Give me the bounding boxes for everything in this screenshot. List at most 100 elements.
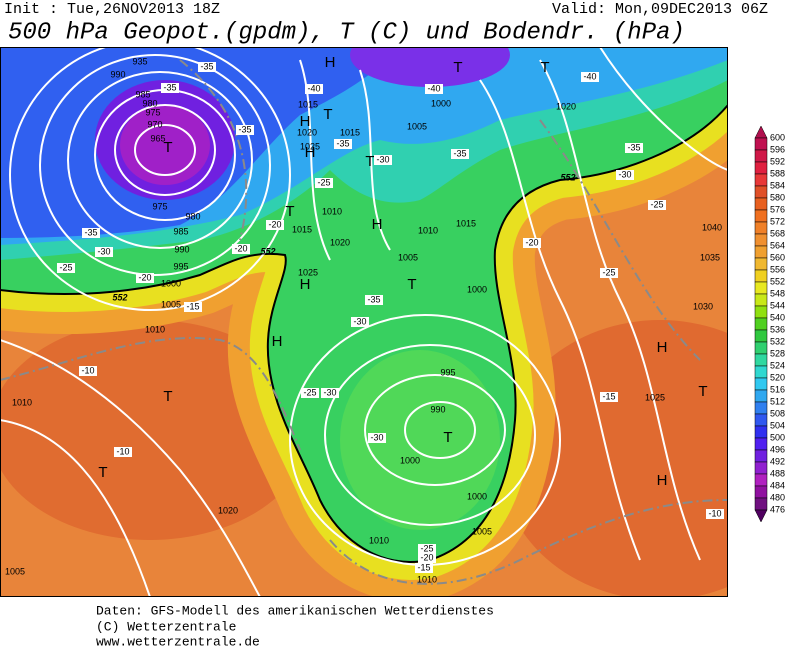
legend-cell xyxy=(754,425,768,439)
isobar-label: 1020 xyxy=(218,505,238,515)
isotherm-label: -35 xyxy=(627,142,640,152)
legend-label: 536 xyxy=(770,324,785,334)
isobar-label: 1025 xyxy=(645,392,665,402)
legend-label: 488 xyxy=(770,468,785,478)
legend-label: 532 xyxy=(770,336,785,346)
isobar-label: 1035 xyxy=(700,252,720,262)
pressure-center: H xyxy=(305,144,316,161)
isobar-label: 1000 xyxy=(400,455,420,465)
isotherm-label: -35 xyxy=(84,227,97,237)
isobar-label: 990 xyxy=(110,69,125,79)
pressure-center: T xyxy=(407,276,416,293)
isotherm-label: -30 xyxy=(353,316,366,326)
isotherm-label-box xyxy=(184,302,202,312)
isobar-label: 990 xyxy=(430,404,445,414)
legend-cell xyxy=(754,269,768,283)
legend-cell xyxy=(754,197,768,211)
legend-cell xyxy=(754,149,768,163)
legend-cell xyxy=(754,413,768,427)
footer-line: (C) Wetterzentrale xyxy=(96,619,236,634)
legend-label: 588 xyxy=(770,168,785,178)
purple-core xyxy=(120,105,210,185)
contour-label: 552 xyxy=(560,172,575,182)
isotherm-label: -25 xyxy=(420,543,433,553)
legend-cell xyxy=(754,497,768,511)
isotherm-label-box xyxy=(351,317,369,327)
isobar-label: 1020 xyxy=(556,101,576,111)
isotherm-label-box xyxy=(114,447,132,457)
pressure-center: T xyxy=(98,464,107,481)
legend-cell xyxy=(754,389,768,403)
legend-cell xyxy=(754,353,768,367)
legend-label: 596 xyxy=(770,144,785,154)
legend-label: 480 xyxy=(770,492,785,502)
isotherm-label-box xyxy=(600,268,618,278)
legend-label: 492 xyxy=(770,456,785,466)
legend-label: 516 xyxy=(770,384,785,394)
map-frame xyxy=(0,47,728,597)
legend-cell xyxy=(754,365,768,379)
legend-label: 572 xyxy=(770,216,785,226)
isotherm-label: -25 xyxy=(650,199,663,209)
legend-label: 524 xyxy=(770,360,785,370)
pressure-center: T xyxy=(453,59,462,76)
legend-cell xyxy=(754,233,768,247)
isotherm-label: -30 xyxy=(376,154,389,164)
isobar-label: 1000 xyxy=(467,284,487,294)
isobar-label: 1000 xyxy=(467,491,487,501)
isobar-label: 1020 xyxy=(297,127,317,137)
pressure-center: H xyxy=(300,113,311,130)
isotherm-label: -20 xyxy=(234,243,247,253)
isotherm-label: -25 xyxy=(59,262,72,272)
legend-cap xyxy=(754,125,768,139)
isobar-label: 1005 xyxy=(407,121,427,131)
isotherm-label-box xyxy=(706,509,724,519)
isotherm-label-box xyxy=(315,178,333,188)
color-legend: 600 596 592 588 584 580 576 572 568 564 560 556 552 5… xyxy=(754,125,785,523)
legend-label: 476 xyxy=(770,504,785,514)
isotherm-label: -30 xyxy=(323,387,336,397)
isobar-label: 1025 xyxy=(300,141,320,151)
isobar-label: 995 xyxy=(440,367,455,377)
isotherm-label-box xyxy=(368,433,386,443)
legend-cell xyxy=(754,173,768,187)
isotherm-label: -30 xyxy=(618,169,631,179)
isobar-label: 1015 xyxy=(292,224,312,234)
isotherm-label-box xyxy=(334,139,352,149)
pressure-center: T xyxy=(163,388,172,405)
legend-cell xyxy=(754,257,768,271)
isotherm-label-box xyxy=(616,170,634,180)
legend-label: 508 xyxy=(770,408,785,418)
legend-label: 496 xyxy=(770,444,785,454)
isobar-label: 1005 xyxy=(472,526,492,536)
isotherm-label-box xyxy=(82,228,100,238)
legend-cell xyxy=(754,317,768,331)
legend-cap xyxy=(754,509,768,523)
isotherm-label: -10 xyxy=(116,446,129,456)
isotherm-label-box xyxy=(266,220,284,230)
isobar-label: 1015 xyxy=(298,99,318,109)
isotherm-label-box xyxy=(232,244,250,254)
pressure-center: T xyxy=(285,203,294,220)
legend-label: 564 xyxy=(770,240,785,250)
legend-cell xyxy=(754,401,768,415)
legend-label: 560 xyxy=(770,252,785,262)
isotherm-label-box xyxy=(523,238,541,248)
legend-label: 540 xyxy=(770,312,785,322)
isotherm-label: -35 xyxy=(367,294,380,304)
legend-label: 484 xyxy=(770,480,785,490)
isobar-label: 1000 xyxy=(161,278,181,288)
isotherm-label-box xyxy=(625,143,643,153)
isotherm-label: -35 xyxy=(453,148,466,158)
legend-cell xyxy=(754,329,768,343)
legend-cell xyxy=(754,281,768,295)
legend-label: 576 xyxy=(770,204,785,214)
legend-label: 580 xyxy=(770,192,785,202)
legend-label: 544 xyxy=(770,300,785,310)
isotherm-label-box xyxy=(236,125,254,135)
isobar-label: 975 xyxy=(145,107,160,117)
pressure-center: T xyxy=(163,139,172,156)
pressure-center: T xyxy=(365,153,374,170)
isotherm-label-box xyxy=(648,200,666,210)
